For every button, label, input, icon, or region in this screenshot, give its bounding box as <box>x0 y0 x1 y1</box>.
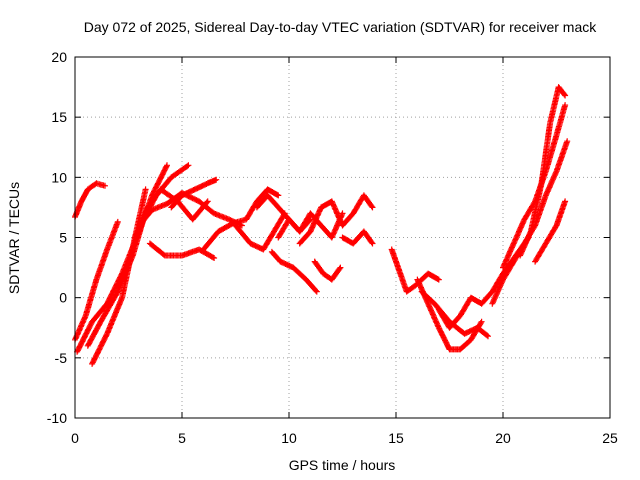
plus-markers <box>168 176 220 211</box>
y-tick-label: 20 <box>51 49 67 65</box>
plus-markers <box>200 186 282 253</box>
series-track <box>136 190 245 229</box>
series-track <box>168 176 220 211</box>
plus-markers <box>311 258 344 283</box>
y-tick-label: -10 <box>47 410 67 426</box>
series-track <box>414 276 485 353</box>
series-track <box>200 186 282 253</box>
series-track <box>388 246 442 295</box>
series-track <box>435 234 532 331</box>
y-axis-label: SDTVAR / TECUs <box>6 182 22 294</box>
x-axis-label: GPS time / hours <box>289 457 396 473</box>
x-tick-label: 25 <box>602 430 618 446</box>
x-tick-label: 10 <box>281 430 297 446</box>
plus-markers <box>500 102 569 271</box>
plus-markers <box>268 248 320 295</box>
chart-title: Day 072 of 2025, Sidereal Day-to-day VTE… <box>84 19 597 35</box>
data-points <box>72 84 571 367</box>
series-track <box>72 180 108 220</box>
series-track <box>418 288 491 340</box>
series-track <box>232 210 288 253</box>
series-track <box>268 248 320 295</box>
series-track <box>500 102 569 271</box>
plus-markers <box>339 228 376 247</box>
series-track <box>146 240 218 261</box>
y-tick-label: 0 <box>59 290 67 306</box>
x-tick-label: 0 <box>71 430 79 446</box>
y-tick-label: 15 <box>51 109 67 125</box>
series-track <box>296 192 376 247</box>
plus-markers <box>517 84 569 259</box>
plus-markers <box>388 246 442 295</box>
plus-markers <box>296 192 376 247</box>
series-track <box>339 228 376 247</box>
x-tick-label: 5 <box>178 430 186 446</box>
plus-markers <box>532 198 569 265</box>
plus-markers <box>146 240 218 261</box>
y-tick-label: 5 <box>59 230 67 246</box>
series-track <box>311 258 344 283</box>
y-tick-label: -5 <box>55 350 68 366</box>
y-tick-label: 10 <box>51 169 67 185</box>
x-tick-label: 20 <box>495 430 511 446</box>
plus-markers <box>72 180 108 220</box>
plus-markers <box>418 288 491 340</box>
series-track <box>517 84 569 259</box>
x-tick-label: 15 <box>388 430 404 446</box>
plus-markers <box>136 190 245 229</box>
plus-markers <box>232 210 288 253</box>
plus-markers <box>435 234 532 331</box>
grid-lines <box>75 57 610 418</box>
series-track <box>532 198 569 265</box>
plus-markers <box>414 276 485 353</box>
axis-ticks: 0 5 10 15 20 25 -10 -5 0 5 10 15 20 <box>47 49 618 446</box>
